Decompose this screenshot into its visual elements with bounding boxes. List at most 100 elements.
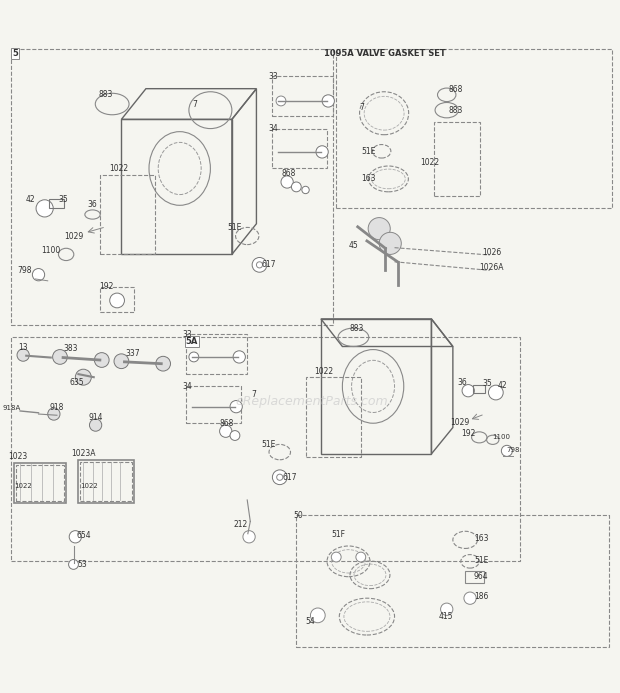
- Bar: [272, 129, 327, 168]
- Text: 42: 42: [25, 195, 35, 204]
- Text: 1100: 1100: [492, 434, 510, 440]
- Text: 914: 914: [88, 412, 103, 421]
- Bar: [100, 287, 134, 312]
- Bar: [473, 385, 485, 392]
- Bar: [80, 462, 132, 501]
- Text: 883: 883: [449, 105, 463, 114]
- Text: 868: 868: [281, 169, 296, 178]
- Circle shape: [322, 95, 334, 107]
- Circle shape: [277, 474, 283, 480]
- Text: 635: 635: [70, 378, 84, 387]
- Text: 50: 50: [293, 511, 303, 520]
- Circle shape: [230, 401, 242, 413]
- Text: 5A: 5A: [186, 337, 198, 346]
- Bar: [186, 387, 241, 423]
- Bar: [186, 334, 247, 374]
- Circle shape: [356, 552, 366, 562]
- Text: 13: 13: [19, 342, 28, 351]
- Circle shape: [76, 369, 91, 385]
- Circle shape: [110, 293, 125, 308]
- Text: 883: 883: [99, 90, 113, 99]
- Text: 51E: 51E: [228, 223, 242, 232]
- Text: 51E: 51E: [262, 440, 276, 449]
- Circle shape: [114, 354, 129, 369]
- Text: 883: 883: [350, 324, 365, 333]
- Circle shape: [272, 470, 287, 484]
- Circle shape: [36, 200, 53, 217]
- Text: 186: 186: [474, 592, 489, 601]
- Text: 212: 212: [233, 520, 247, 529]
- Circle shape: [32, 269, 45, 281]
- Text: 192: 192: [462, 429, 476, 438]
- Circle shape: [233, 351, 246, 363]
- Text: 7: 7: [360, 103, 365, 112]
- Text: eReplacementParts.com: eReplacementParts.com: [236, 395, 388, 408]
- Bar: [465, 570, 484, 583]
- Text: 7: 7: [251, 390, 256, 399]
- Text: 868: 868: [449, 85, 463, 94]
- Bar: [11, 49, 333, 325]
- Text: 1022: 1022: [420, 158, 440, 167]
- Text: 1022: 1022: [81, 484, 99, 489]
- Circle shape: [311, 608, 325, 623]
- Bar: [49, 199, 64, 209]
- Circle shape: [462, 385, 474, 397]
- Text: 34: 34: [183, 382, 193, 391]
- Text: 415: 415: [438, 612, 453, 621]
- Circle shape: [69, 531, 81, 543]
- Text: 337: 337: [125, 349, 140, 358]
- Bar: [78, 460, 134, 503]
- Circle shape: [368, 218, 390, 240]
- Text: 1026A: 1026A: [479, 263, 504, 272]
- Circle shape: [230, 430, 240, 441]
- Bar: [296, 516, 609, 647]
- Bar: [16, 465, 64, 501]
- Text: 33: 33: [183, 330, 193, 339]
- Text: 51E: 51E: [474, 556, 489, 565]
- Circle shape: [464, 592, 476, 604]
- Circle shape: [331, 552, 341, 562]
- Text: 654: 654: [76, 531, 91, 540]
- Text: 33: 33: [268, 72, 278, 81]
- Bar: [306, 377, 361, 457]
- Circle shape: [257, 262, 263, 268]
- Bar: [11, 337, 520, 561]
- Circle shape: [53, 349, 68, 365]
- Circle shape: [17, 349, 29, 361]
- Circle shape: [243, 531, 255, 543]
- Circle shape: [502, 446, 512, 457]
- Text: 1029: 1029: [64, 231, 83, 240]
- Text: 7: 7: [193, 100, 198, 109]
- Text: 617: 617: [262, 261, 276, 270]
- Text: 192: 192: [99, 282, 113, 291]
- Circle shape: [281, 176, 293, 188]
- Text: 1022: 1022: [14, 484, 32, 489]
- Circle shape: [89, 419, 102, 431]
- Text: 53: 53: [78, 560, 87, 569]
- Text: 1095A VALVE GASKET SET: 1095A VALVE GASKET SET: [324, 49, 446, 58]
- Circle shape: [276, 96, 286, 106]
- Text: 1029: 1029: [451, 417, 470, 426]
- Text: 1026: 1026: [482, 248, 501, 257]
- Circle shape: [302, 186, 309, 193]
- Bar: [14, 463, 66, 503]
- Bar: [100, 175, 155, 254]
- Text: 617: 617: [283, 473, 298, 482]
- Circle shape: [189, 352, 199, 362]
- Text: 163: 163: [361, 175, 375, 184]
- Circle shape: [48, 408, 60, 420]
- Circle shape: [94, 353, 109, 367]
- Text: 34: 34: [268, 124, 278, 133]
- Bar: [122, 119, 232, 254]
- Circle shape: [291, 182, 301, 192]
- Text: 868: 868: [219, 419, 234, 428]
- Text: 51F: 51F: [331, 530, 345, 539]
- Circle shape: [316, 146, 328, 158]
- Circle shape: [489, 385, 503, 400]
- Bar: [321, 319, 432, 454]
- Text: 1022: 1022: [314, 367, 334, 376]
- Circle shape: [156, 356, 171, 371]
- Text: 918A: 918A: [3, 405, 21, 411]
- Text: 54: 54: [306, 617, 316, 626]
- Text: 163: 163: [474, 534, 489, 543]
